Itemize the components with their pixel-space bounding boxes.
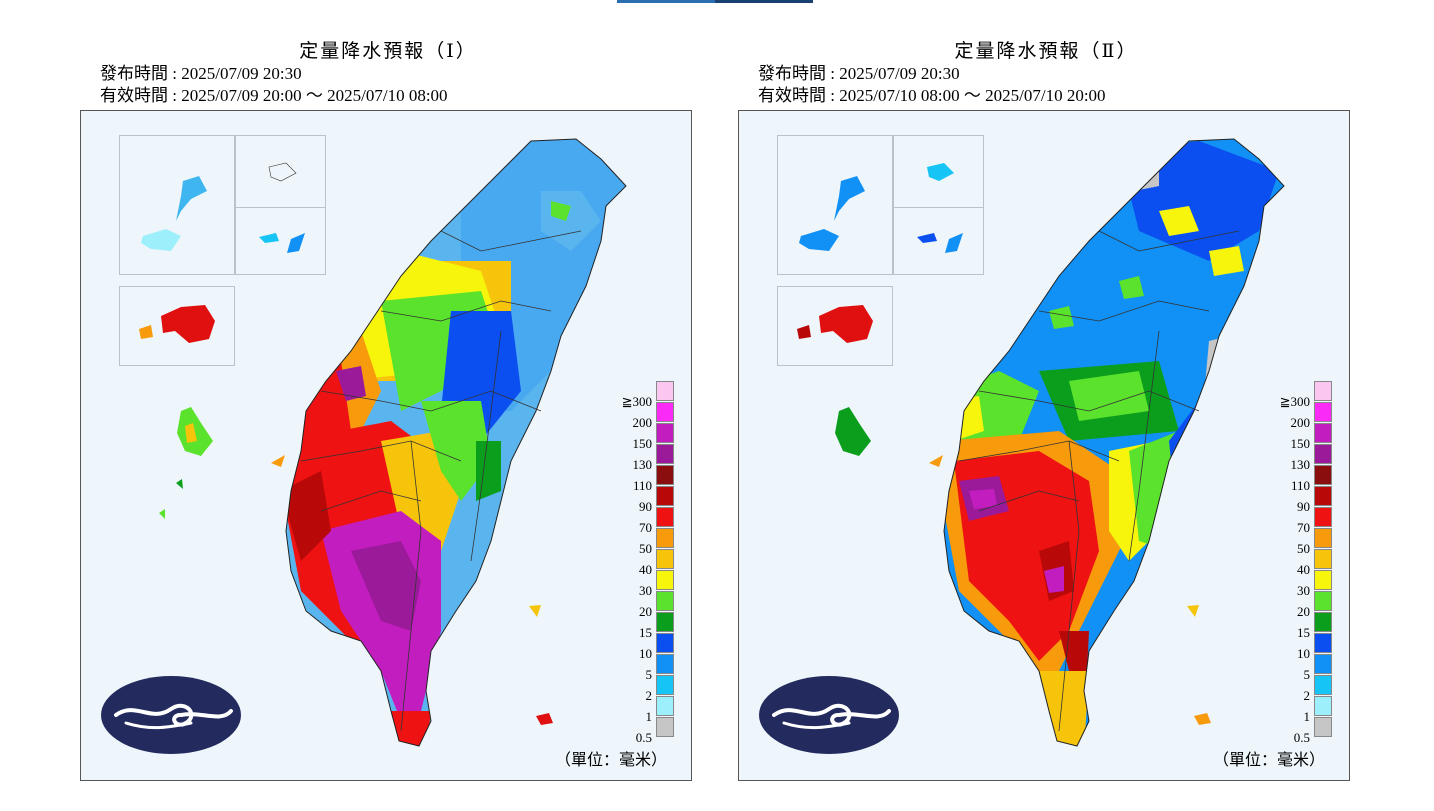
legend-label: 70 (1297, 520, 1310, 535)
legend-swatch (1314, 507, 1332, 527)
legend-swatch (656, 633, 674, 653)
legend-label: 2 (1303, 688, 1311, 703)
legend-swatch (1314, 528, 1332, 548)
legend-label: 5 (645, 667, 653, 682)
legend-label: 30 (1297, 583, 1310, 598)
legend-label: 0.5 (635, 730, 652, 745)
valid-time: 有效時間 : 2025/07/09 20:00 ～ 2025/07/10 08:… (100, 86, 448, 105)
issue-time: 發布時間 : 2025/07/09 20:30 (100, 64, 302, 83)
legend-swatch (656, 486, 674, 506)
top-tab-active (715, 0, 813, 3)
panel-title: 定量降水預報（Ⅱ） (954, 41, 1138, 62)
legend-label: 50 (639, 541, 652, 556)
legend-swatch (656, 717, 674, 737)
valid-time: 有效時間 : 2025/07/10 08:00 ～ 2025/07/10 20:… (758, 86, 1106, 105)
legend-label: 15 (639, 625, 652, 640)
legend-label: 40 (639, 562, 652, 577)
forecast-panel-2: 定量降水預報（Ⅱ） 發布時間 : 2025/07/09 20:30 有效時間 :… (736, 36, 1356, 786)
legend-swatch (656, 507, 674, 527)
legend-label: 5 (1303, 667, 1311, 682)
legend-swatch (656, 528, 674, 548)
legend-label: 90 (1297, 499, 1310, 514)
legend-swatch (656, 570, 674, 590)
legend-swatch (1314, 402, 1332, 422)
issue-time: 發布時間 : 2025/07/09 20:30 (758, 64, 960, 83)
legend-label: 130 (632, 457, 653, 472)
legend-label: 90 (639, 499, 652, 514)
legend-label: 150 (1290, 436, 1311, 451)
legend-label: 20 (639, 604, 652, 619)
legend-swatch (1314, 717, 1332, 737)
legend-swatch (1314, 486, 1332, 506)
legend-swatch (1314, 591, 1332, 611)
legend-label: 130 (1290, 457, 1311, 472)
legend-label: 1 (645, 709, 653, 724)
legend-swatch (656, 549, 674, 569)
unit-label: （單位：毫米） (1212, 752, 1325, 769)
legend-label: 40 (1297, 562, 1310, 577)
rainfall-map: ≧300 200 150 130 110 90 70 50 40 30 20 15 10 5 2 1 0.5 （… (738, 110, 1350, 781)
legend-label: ≧300 (621, 394, 652, 409)
map-graphic (101, 138, 627, 754)
legend-label: 10 (639, 646, 652, 661)
legend-label: ≧300 (1279, 394, 1310, 409)
legend-swatch (1314, 696, 1332, 716)
legend-swatch (656, 423, 674, 443)
unit-label: （單位：毫米） (554, 752, 667, 769)
legend-label: 10 (1297, 646, 1310, 661)
legend-swatch (656, 612, 674, 632)
inset-matsu (119, 135, 235, 275)
legend-swatch (1314, 654, 1332, 674)
legend-label: 1 (1303, 709, 1311, 724)
rainfall-map: ≧300 200 150 130 110 90 70 50 40 30 20 15 10 5 2 1 0.5 （… (80, 110, 692, 781)
legend-swatch (656, 591, 674, 611)
forecast-panel-1: 定量降水預報（Ⅰ） 發布時間 : 2025/07/09 20:30 有效時間 :… (78, 36, 698, 786)
top-tab-indicator (617, 0, 813, 3)
legend-label: 2 (645, 688, 653, 703)
legend-swatch (1314, 612, 1332, 632)
legend-swatch (1314, 633, 1332, 653)
legend-label: 200 (632, 415, 653, 430)
legend-swatch (656, 402, 674, 422)
inset-matsu-south (235, 207, 326, 275)
legend-label: 110 (632, 478, 652, 493)
inset-matsu (777, 135, 893, 275)
inset-matsu-south (893, 207, 984, 275)
legend-label: 0.5 (1293, 730, 1310, 745)
legend-label: 150 (632, 436, 653, 451)
legend-swatch (1314, 465, 1332, 485)
legend-swatch (656, 675, 674, 695)
legend-swatch (1314, 381, 1332, 401)
cwa-logo-icon (759, 676, 899, 754)
legend-swatch (1314, 549, 1332, 569)
legend-swatch (656, 465, 674, 485)
legend-label: 200 (1290, 415, 1311, 430)
legend-label: 70 (639, 520, 652, 535)
legend-swatch (1314, 444, 1332, 464)
legend-label: 30 (639, 583, 652, 598)
legend-swatch (1314, 675, 1332, 695)
legend-swatch (656, 381, 674, 401)
legend-label: 15 (1297, 625, 1310, 640)
legend-swatch (656, 696, 674, 716)
legend-swatch (656, 654, 674, 674)
legend-label: 110 (1290, 478, 1310, 493)
legend-label: 50 (1297, 541, 1310, 556)
legend-label: 20 (1297, 604, 1310, 619)
legend-swatch (656, 444, 674, 464)
legend-swatch (1314, 570, 1332, 590)
cwa-logo-icon (101, 676, 241, 754)
legend-swatch (1314, 423, 1332, 443)
map-graphic (759, 138, 1285, 754)
panel-title: 定量降水預報（Ⅰ） (299, 41, 477, 62)
